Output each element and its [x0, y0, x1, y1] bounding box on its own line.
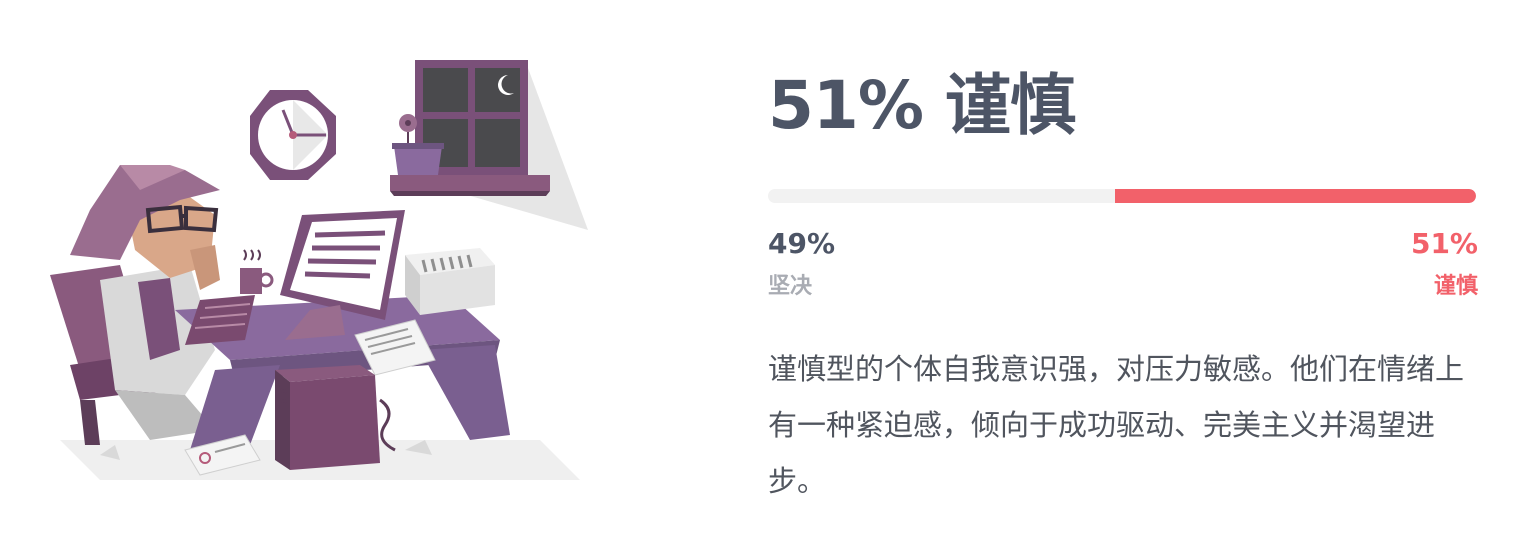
computer-monitor-icon: [280, 210, 405, 340]
clock-icon: [250, 90, 336, 180]
stat-decisive-label: 坚决: [768, 274, 813, 300]
flower-pot-icon: [392, 114, 444, 175]
trait-description: 谨慎型的个体自我意识强，对压力敏感。他们在情绪上有一种紧迫感，倾向于成功驱动、完…: [768, 351, 1465, 498]
stat-cautious: 51% 谨慎: [1411, 227, 1478, 301]
stat-cautious-percent: 51%: [1410, 226, 1478, 260]
stat-cautious-label: 谨慎: [1433, 274, 1478, 300]
trait-progress-track: [768, 188, 1476, 203]
worried-worker-illustration: [40, 50, 600, 500]
trait-progress-fill: [1114, 188, 1476, 203]
trait-headline: 51% 谨慎: [768, 67, 1076, 144]
trait-result-panel: 51% 谨慎 49% 坚决 51% 谨慎 谨慎型的个体自我意识强，对压力敏感。他…: [768, 67, 1478, 509]
coffee-mug-icon: [240, 249, 274, 294]
moon-icon: [498, 75, 514, 96]
printer-icon: [405, 248, 495, 315]
papers-icon: [100, 319, 436, 476]
stat-decisive: 49% 坚决: [768, 227, 835, 301]
trait-stats: 49% 坚决 51% 谨慎: [768, 227, 1478, 301]
stat-decisive-percent: 49%: [768, 226, 836, 260]
computer-tower-icon: [275, 365, 396, 470]
keyboard-icon: [185, 295, 255, 345]
